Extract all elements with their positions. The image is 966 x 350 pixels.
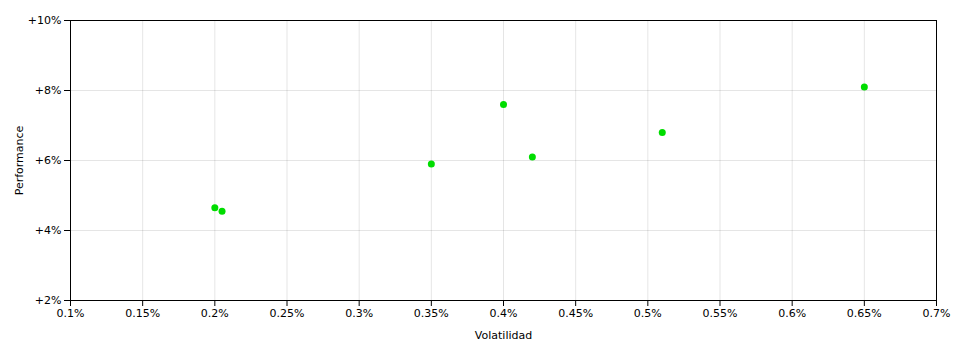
svg-text:0.5%: 0.5% <box>634 307 662 320</box>
svg-text:0.55%: 0.55% <box>703 307 738 320</box>
svg-text:+10%: +10% <box>28 14 62 27</box>
svg-text:+6%: +6% <box>35 154 62 167</box>
svg-text:+4%: +4% <box>35 224 62 237</box>
svg-text:0.1%: 0.1% <box>57 307 85 320</box>
svg-text:0.25%: 0.25% <box>270 307 305 320</box>
svg-text:0.15%: 0.15% <box>125 307 160 320</box>
svg-text:0.45%: 0.45% <box>558 307 593 320</box>
svg-text:0.35%: 0.35% <box>414 307 449 320</box>
svg-text:Performance: Performance <box>13 125 26 195</box>
svg-text:Volatilidad: Volatilidad <box>475 329 532 342</box>
svg-text:0.7%: 0.7% <box>923 307 951 320</box>
svg-text:+8%: +8% <box>35 84 62 97</box>
svg-text:0.4%: 0.4% <box>490 307 518 320</box>
svg-text:0.6%: 0.6% <box>778 307 806 320</box>
svg-text:0.3%: 0.3% <box>345 307 373 320</box>
svg-text:+2%: +2% <box>35 294 62 307</box>
svg-text:0.2%: 0.2% <box>201 307 229 320</box>
svg-text:0.65%: 0.65% <box>847 307 882 320</box>
